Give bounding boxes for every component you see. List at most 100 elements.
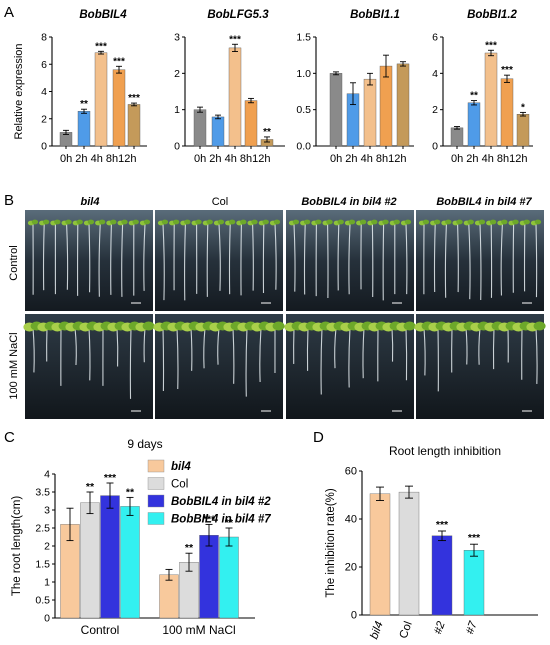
significance-label: **: [263, 127, 271, 138]
bar: [468, 103, 480, 146]
seedling-leaf: [162, 220, 168, 225]
photo-column-title: BobBIL4 in bil4 #7: [436, 196, 532, 208]
y-tick-label: 0: [174, 141, 180, 153]
seedling-leaf: [273, 322, 285, 331]
bar: [229, 48, 241, 146]
x-tick-labels: 0h 2h 4h 8h12h: [60, 153, 136, 165]
bar: [432, 536, 452, 615]
bar: [380, 66, 392, 146]
y-tick-label: 3.5: [35, 487, 50, 499]
y-tick-label: 2: [432, 104, 438, 116]
bar: [95, 53, 107, 146]
seedling-leaf: [304, 220, 310, 225]
y-tick-label: 3: [174, 32, 180, 44]
seedling-leaf: [99, 220, 105, 225]
seedling-root: [207, 224, 208, 297]
significance-label: ***: [436, 519, 449, 531]
seedling-leaf: [54, 220, 60, 225]
seedling-root: [536, 224, 537, 297]
y-axis-label: Relative expression: [13, 44, 25, 140]
chart-title: BobBI1.1: [350, 9, 400, 21]
seedling-leaf: [121, 220, 127, 225]
significance-label: ***: [128, 93, 140, 104]
seedling-leaf: [468, 220, 474, 225]
seedling-leaf: [195, 220, 201, 225]
bar: [451, 128, 463, 146]
seedling-root: [392, 328, 393, 362]
y-tick-label: 0: [432, 141, 438, 153]
significance-label: **: [80, 99, 88, 110]
seedling-leaf: [315, 220, 321, 225]
seedling-leaf: [524, 220, 530, 225]
bar: [101, 496, 120, 618]
significance-label: ***: [113, 56, 125, 67]
seedling-leaf: [32, 220, 38, 225]
photo-row-label: Control: [8, 245, 20, 280]
bar: [485, 53, 497, 146]
plate-photo: [155, 210, 283, 311]
panel-label-a: A: [4, 4, 14, 21]
significance-label: ***: [468, 532, 481, 544]
y-tick-label: 1: [44, 577, 50, 589]
bar: [194, 110, 206, 146]
seedling-leaf: [405, 220, 411, 225]
seedling-leaf: [133, 220, 139, 225]
y-tick-label: 0.0: [296, 141, 311, 153]
x-tick-label: 100 mM NaCl: [162, 623, 235, 637]
y-tick-label: 1.0: [296, 68, 311, 80]
bar: [501, 79, 513, 146]
significance-label: ***: [229, 34, 241, 45]
expression-chart: BobBI1.10.00.51.01.50h 2h 4h 8h12h: [296, 9, 414, 165]
x-tick-labels: 0h 2h 4h 8h12h: [194, 153, 270, 165]
photo-column-title: BobBIL4 in bil4 #2: [301, 196, 396, 208]
y-tick-label: 40: [345, 514, 357, 526]
seedling-leaf: [535, 220, 541, 225]
y-tick-label: 2: [41, 113, 47, 125]
significance-label: **: [185, 542, 194, 554]
plate-photo: [416, 210, 544, 311]
bar: [200, 535, 219, 618]
significance-label: **: [470, 91, 478, 102]
y-tick-label: 3: [44, 505, 50, 517]
y-axis-label: The inhibition rate(%): [325, 488, 337, 597]
seedling-leaf: [143, 322, 155, 331]
seedling-leaf: [349, 220, 355, 225]
bar: [81, 503, 100, 618]
chart-title: BobBIL4: [79, 9, 127, 21]
legend-swatch: [148, 513, 164, 525]
seedling-leaf: [110, 220, 116, 225]
seedling-leaf: [251, 220, 257, 225]
panel-label-c: C: [4, 429, 15, 446]
seedling-leaf: [184, 220, 190, 225]
plate-photo: [153, 314, 284, 419]
y-tick-label: 20: [345, 562, 357, 574]
legend-swatch: [148, 495, 164, 507]
seedling-leaf: [456, 220, 462, 225]
bar: [113, 70, 125, 146]
x-tick-label: Col: [398, 620, 415, 640]
seedling-leaf: [534, 322, 546, 331]
y-tick-label: 1: [174, 104, 180, 116]
x-tick-label: #7: [464, 619, 480, 636]
seedling-leaf: [207, 220, 213, 225]
seedling-leaf: [360, 220, 366, 225]
bar: [370, 494, 390, 615]
significance-label: ***: [485, 40, 497, 51]
y-tick-label: 4: [41, 86, 47, 98]
seedling-leaf: [263, 220, 269, 225]
x-tick-label: bil4: [368, 620, 385, 640]
seedling-root: [163, 328, 164, 391]
panel-label-b: B: [4, 192, 14, 209]
y-tick-label: 1.5: [35, 559, 50, 571]
bar: [212, 117, 224, 146]
y-tick-label: 60: [345, 466, 357, 478]
significance-label: **: [86, 481, 95, 493]
seedling-leaf: [218, 220, 224, 225]
significance-label: ***: [95, 41, 107, 52]
significance-label: ***: [104, 472, 117, 484]
